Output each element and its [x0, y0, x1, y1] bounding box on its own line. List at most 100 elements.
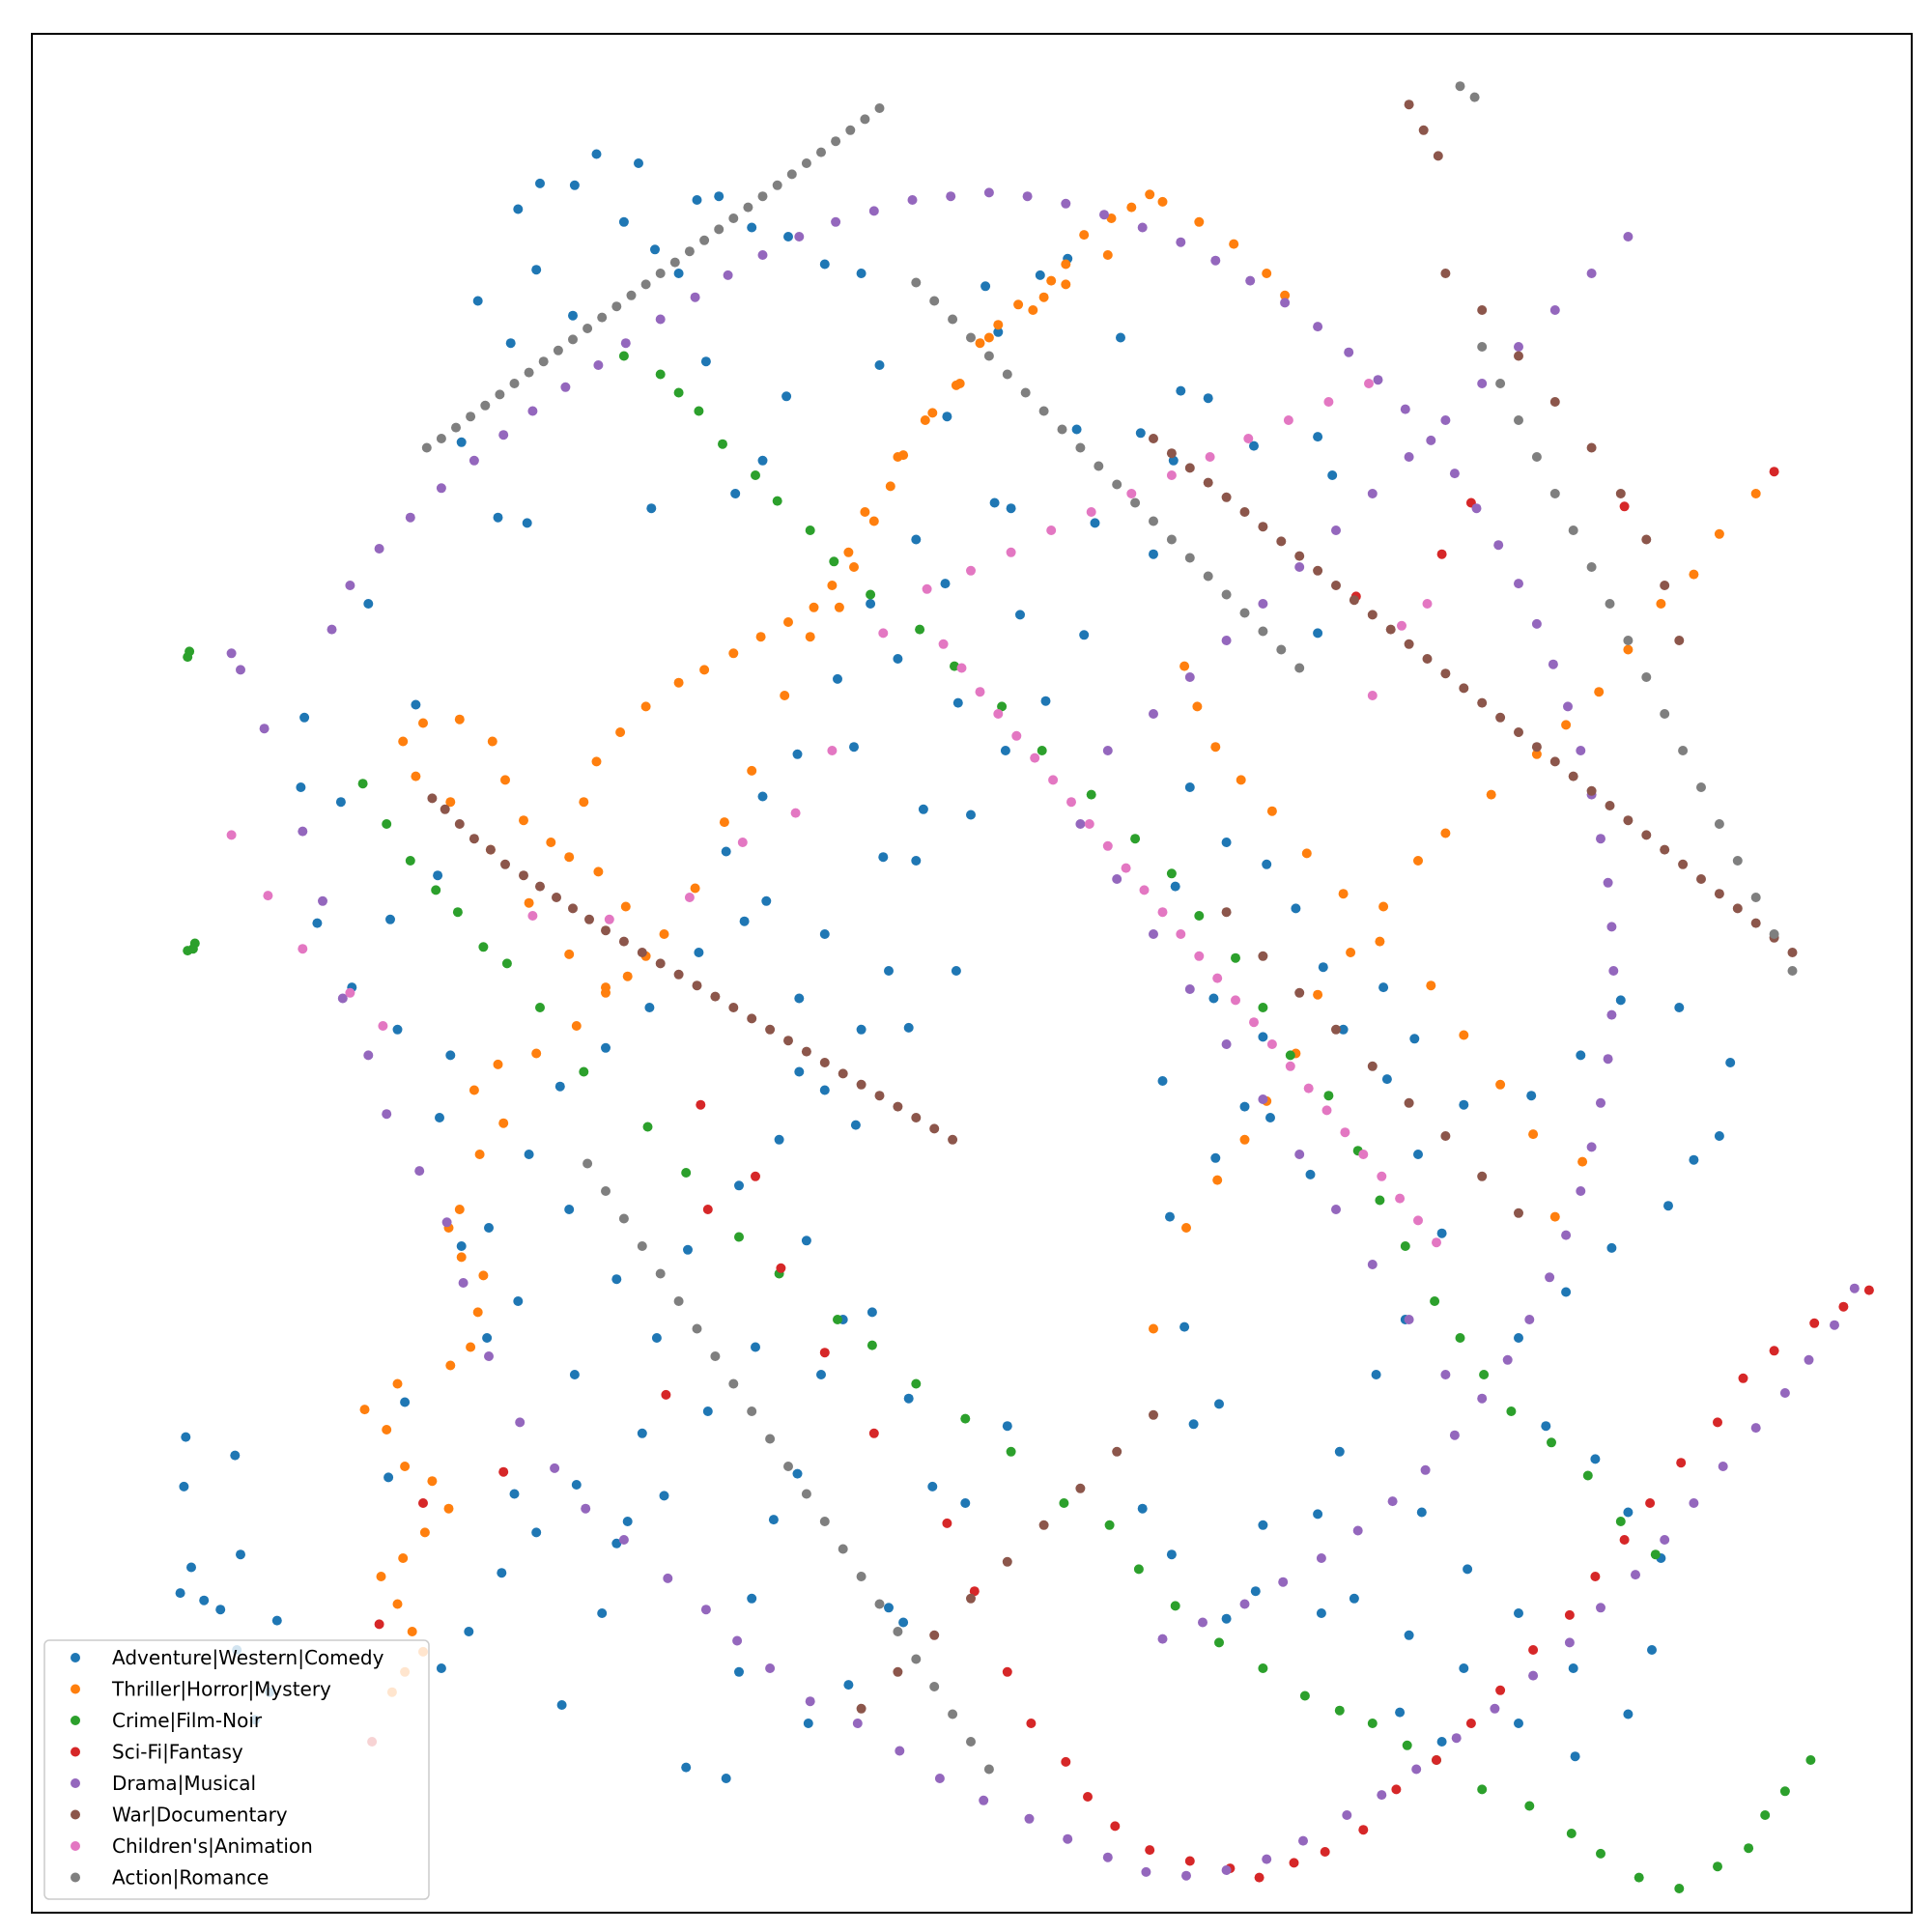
point-children-s-animation — [956, 663, 967, 673]
point-adventure-western-comedy — [1184, 782, 1195, 792]
point-action-romance — [728, 213, 739, 223]
point-crime-film-noir — [1524, 1801, 1535, 1811]
point-adventure-western-comedy — [989, 497, 1000, 508]
point-drama-musical — [1239, 1599, 1250, 1609]
point-drama-musical — [1157, 1634, 1168, 1644]
point-thriller-horror-mystery — [519, 815, 528, 826]
point-drama-musical — [1331, 526, 1341, 535]
point-adventure-western-comedy — [1590, 1454, 1601, 1464]
point-thriller-horror-mystery — [419, 1527, 430, 1538]
point-adventure-western-comedy — [1395, 1707, 1406, 1718]
point-adventure-western-comedy — [1116, 332, 1125, 343]
point-adventure-western-comedy — [611, 1538, 622, 1548]
point-crime-film-noir — [1674, 1884, 1685, 1893]
point-thriller-horror-mystery — [601, 982, 611, 993]
point-drama-musical — [805, 1696, 815, 1707]
point-adventure-western-comedy — [874, 360, 885, 370]
point-drama-musical — [1561, 1230, 1572, 1240]
point-action-romance — [966, 332, 976, 343]
point-war-documentary — [1641, 830, 1652, 840]
point-war-documentary — [1404, 639, 1414, 649]
point-drama-musical — [1660, 1535, 1670, 1545]
point-war-documentary — [535, 881, 545, 892]
point-drama-musical — [1586, 1142, 1597, 1152]
point-war-documentary — [1531, 742, 1542, 753]
point-drama-musical — [441, 1217, 452, 1228]
point-thriller-horror-mystery — [868, 516, 879, 526]
point-drama-musical — [1278, 1577, 1289, 1587]
point-action-romance — [1769, 929, 1779, 939]
point-war-documentary — [856, 1079, 867, 1090]
point-war-documentary — [1477, 1171, 1488, 1181]
point-sci-fi-fantasy — [1254, 1872, 1264, 1883]
point-adventure-western-comedy — [436, 1663, 446, 1673]
point-adventure-western-comedy — [299, 712, 310, 723]
point-action-romance — [1531, 452, 1542, 462]
point-crime-film-noir — [960, 1413, 971, 1424]
point-thriller-horror-mystery — [809, 602, 819, 612]
point-action-romance — [618, 1213, 629, 1224]
point-action-romance — [466, 412, 476, 422]
point-crime-film-noir — [1285, 1050, 1295, 1061]
point-drama-musical — [1606, 922, 1617, 932]
point-thriller-horror-mystery — [1531, 749, 1542, 759]
point-action-romance — [692, 1323, 702, 1334]
point-action-romance — [1514, 415, 1523, 425]
point-action-romance — [524, 367, 534, 378]
point-adventure-western-comedy — [1514, 1608, 1523, 1618]
point-adventure-western-comedy — [215, 1605, 226, 1615]
point-adventure-western-comedy — [761, 895, 772, 906]
point-thriller-horror-mystery — [1145, 189, 1155, 200]
point-war-documentary — [1313, 565, 1323, 576]
legend-label: Children's|Animation — [112, 1834, 313, 1858]
point-war-documentary — [1477, 697, 1488, 708]
point-children-s-animation — [527, 911, 538, 921]
point-crime-film-noir — [1547, 1437, 1556, 1448]
point-thriller-horror-mystery — [1577, 1156, 1588, 1167]
point-adventure-western-comedy — [751, 1342, 760, 1352]
point-children-s-animation — [1266, 1039, 1277, 1049]
point-adventure-western-comedy — [1674, 1003, 1685, 1012]
point-thriller-horror-mystery — [699, 665, 710, 675]
point-war-documentary — [1514, 1208, 1523, 1218]
point-action-romance — [1130, 497, 1141, 508]
point-thriller-horror-mystery — [780, 691, 790, 700]
point-adventure-western-comedy — [1404, 1630, 1414, 1640]
point-children-s-animation — [1084, 819, 1094, 829]
point-thriller-horror-mystery — [1459, 1030, 1469, 1040]
point-thriller-horror-mystery — [443, 1503, 454, 1514]
point-drama-musical — [318, 895, 327, 906]
point-drama-musical — [1623, 232, 1634, 242]
point-drama-musical — [560, 382, 571, 392]
point-action-romance — [655, 269, 666, 278]
point-action-romance — [1586, 562, 1597, 572]
point-war-documentary — [1440, 1131, 1451, 1141]
point-action-romance — [1149, 516, 1158, 526]
point-drama-musical — [1586, 269, 1597, 278]
point-thriller-horror-mystery — [1192, 701, 1203, 712]
point-thriller-horror-mystery — [546, 838, 556, 847]
point-action-romance — [601, 1186, 611, 1196]
point-adventure-western-comedy — [850, 1120, 861, 1130]
point-adventure-western-comedy — [867, 1307, 877, 1318]
point-drama-musical — [934, 1774, 945, 1783]
point-war-documentary — [568, 903, 578, 914]
point-crime-film-noir — [1130, 834, 1141, 844]
point-thriller-horror-mystery — [1486, 789, 1496, 800]
point-war-documentary — [1404, 1097, 1414, 1108]
point-sci-fi-fantasy — [1184, 1856, 1195, 1866]
point-adventure-western-comedy — [747, 222, 757, 233]
point-war-documentary — [1349, 595, 1359, 606]
point-adventure-western-comedy — [856, 269, 867, 278]
point-thriller-horror-mystery — [827, 581, 838, 590]
point-adventure-western-comedy — [1463, 1564, 1473, 1575]
point-action-romance — [772, 180, 782, 190]
point-thriller-horror-mystery — [1149, 1323, 1158, 1334]
point-crime-film-noir — [1006, 1446, 1016, 1457]
point-drama-musical — [1099, 210, 1109, 220]
point-adventure-western-comedy — [714, 191, 724, 202]
point-drama-musical — [690, 292, 700, 302]
point-adventure-western-comedy — [734, 1180, 744, 1191]
point-war-documentary — [1605, 801, 1615, 810]
point-war-documentary — [1440, 269, 1451, 278]
